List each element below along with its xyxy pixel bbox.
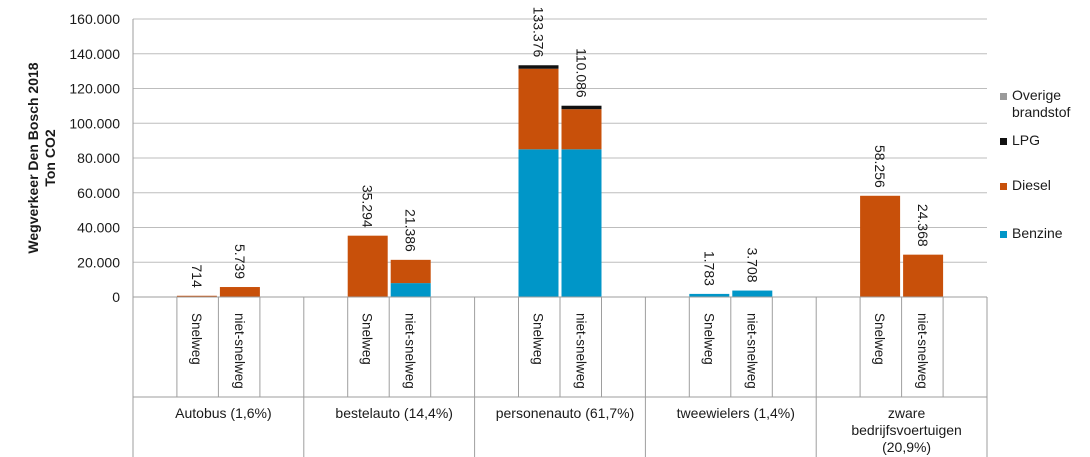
y-tick-label: 120.000 [69, 81, 120, 97]
bar-segment-diesel [518, 68, 559, 150]
bar-segment-benzine [518, 149, 559, 297]
legend-swatch [1000, 183, 1007, 190]
bar-segment-benzine [561, 149, 602, 297]
group-label: personenauto (61,7%) [496, 405, 635, 421]
y-tick-label: 80.000 [77, 150, 120, 166]
bar-segment-lpg [561, 105, 602, 110]
group-label: tweewielers (1,4%) [677, 405, 795, 421]
subcategory-label: Snelweg [701, 313, 716, 365]
subcategory-label: niet-snelweg [915, 313, 930, 389]
group-label: zware [888, 405, 926, 421]
subcategory-label: Snelweg [872, 313, 887, 365]
y-axis-title: Wegverkeer Den Bosch 2018 [25, 62, 41, 253]
gridlines [133, 18, 987, 263]
bar-segment-benzine [732, 290, 773, 297]
y-tick-label: 160.000 [69, 11, 120, 27]
data-label: 714 [189, 264, 205, 288]
bar-segment-benzine [390, 283, 431, 297]
legend-label: Overige [1012, 87, 1061, 103]
y-tick-label: 40.000 [77, 220, 120, 236]
legend-label: brandstof [1012, 104, 1070, 120]
bars [176, 65, 944, 297]
legend-label: LPG [1012, 132, 1040, 148]
data-label: 21.386 [403, 209, 419, 252]
data-label: 35.294 [360, 185, 376, 228]
y-tick-label: 140.000 [69, 46, 120, 62]
y-axis-title: Ton CO2 [42, 129, 58, 187]
data-label: 58.256 [872, 145, 888, 188]
bar-segment-diesel [561, 109, 602, 150]
data-label: 110.086 [574, 48, 590, 98]
legend-swatch [1000, 138, 1007, 145]
subcategory-label: niet-snelweg [744, 313, 759, 389]
legend-swatch [1000, 231, 1007, 238]
data-label: 1.783 [701, 251, 717, 286]
subcategory-label: niet-snelweg [232, 313, 247, 389]
data-label: 133.376 [531, 7, 547, 58]
legend-swatch [1000, 93, 1007, 100]
y-tick-label: 20.000 [77, 254, 120, 270]
subcategory-label: niet-snelweg [574, 313, 589, 389]
legend-label: Diesel [1012, 177, 1051, 193]
group-label: bestelauto (14,4%) [335, 405, 453, 421]
subcategory-label: Snelweg [189, 313, 204, 365]
group-label: Autobus (1,6%) [175, 405, 272, 421]
subcategory-label: Snelweg [531, 313, 546, 365]
group-label: bedrijfsvoertuigen [851, 422, 962, 438]
data-label: 5.739 [232, 244, 248, 279]
data-label: 24.368 [915, 204, 931, 247]
bar-segment-diesel [860, 195, 901, 297]
legend-label: Benzine [1012, 225, 1063, 241]
bar-segment-benzine [689, 293, 730, 297]
bar-segment-diesel [176, 295, 217, 297]
subcategory-label: niet-snelweg [403, 313, 418, 389]
bar-segment-lpg [518, 65, 559, 69]
labels: Wegverkeer Den Bosch 2018 Ton CO2 714 Snelw… [25, 7, 962, 455]
y-tick-label: 60.000 [77, 185, 120, 201]
group-label: (20,9%) [882, 439, 931, 455]
y-tick-label: 0 [112, 289, 120, 305]
bar-segment-diesel [347, 235, 388, 297]
subcategory-label: Snelweg [360, 313, 375, 365]
bar-segment-diesel [219, 287, 260, 297]
data-label: 3.708 [744, 248, 760, 283]
axes: 0 20.000 40.000 60.000 80.000 100.000 120.000 1… [69, 11, 988, 457]
y-tick-label: 100.000 [69, 115, 120, 131]
bar-segment-diesel [903, 254, 944, 297]
bar-segment-diesel [390, 259, 431, 284]
